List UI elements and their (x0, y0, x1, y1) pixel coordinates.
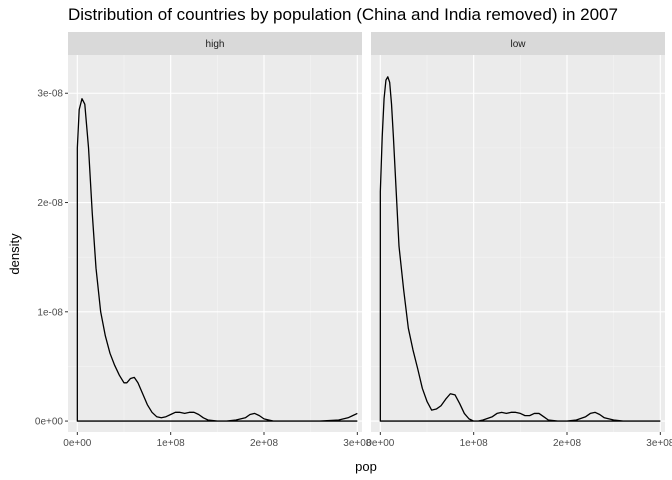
y-tick-label: 1e-08 (37, 307, 63, 318)
x-tick-label: 0e+00 (366, 438, 395, 449)
x-tick-label: 1e+08 (157, 438, 186, 449)
density-curve-low (379, 76, 661, 422)
facet-panel-low: low 0e+00 1e+08 2e+08 3e+08 (366, 32, 672, 449)
density-curve-high (76, 98, 358, 422)
x-tick-label: 3e+08 (343, 438, 372, 449)
x-tick-label: 3e+08 (646, 438, 672, 449)
panel-background (371, 55, 665, 432)
y-tick-label: 0e+00 (35, 417, 64, 428)
x-tick-label: 2e+08 (553, 438, 582, 449)
facet-strip-label: low (510, 39, 526, 50)
facet-strip-label: high (206, 39, 225, 50)
y-tick-label: 2e-08 (37, 198, 63, 209)
x-tick-label: 1e+08 (460, 438, 489, 449)
chart-title: Distribution of countries by population … (68, 5, 618, 24)
y-tick-label: 3e-08 (37, 89, 63, 100)
y-axis: 0e+00 1e-08 2e-08 3e-08 (35, 89, 68, 428)
x-axis-title: pop (355, 459, 377, 474)
facet-panel-high: high 0e+00 1e+08 2e+08 3e+08 (63, 32, 372, 449)
x-tick-label: 0e+00 (63, 438, 92, 449)
x-tick-label: 2e+08 (250, 438, 279, 449)
facet-panels: high 0e+00 1e+08 2e+08 3e+08 low 0e+00 1e+08 2e+… (63, 32, 672, 449)
facet-strip (68, 32, 362, 55)
panel-background (68, 55, 362, 432)
y-axis-title: density (7, 233, 22, 275)
facet-strip (371, 32, 665, 55)
